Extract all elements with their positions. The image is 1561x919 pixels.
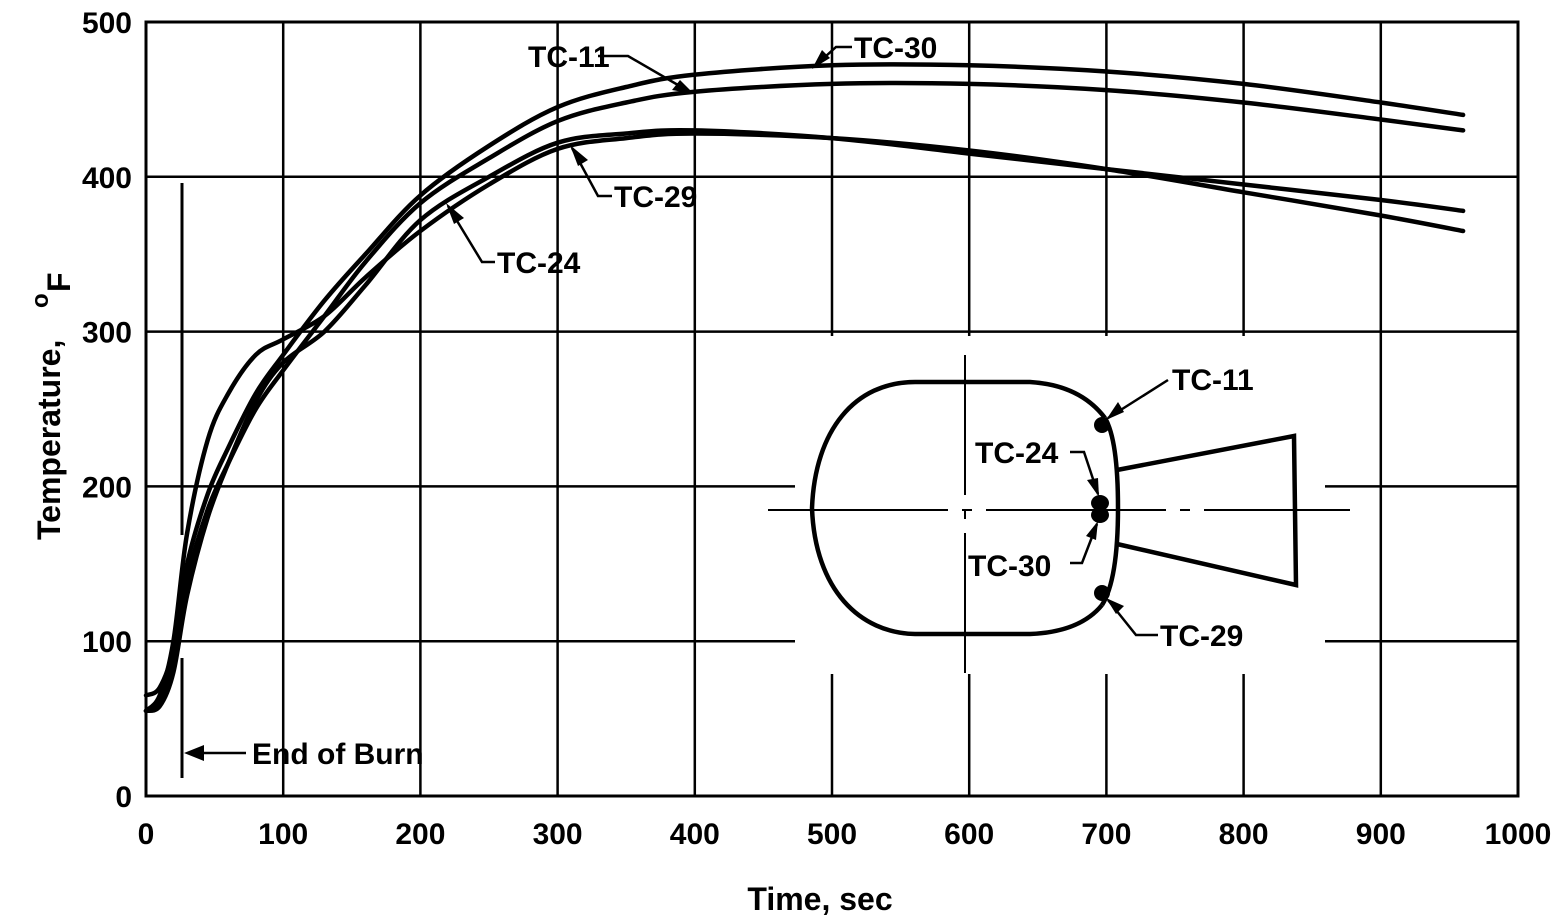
inset-background (795, 336, 1325, 674)
x-tick-label-500: 500 (807, 818, 857, 851)
inset-marker-tc30 (1091, 507, 1109, 523)
y-tick-label-500: 500 (82, 7, 132, 40)
y-tick-label-300: 300 (82, 317, 132, 350)
x-tick-label-200: 200 (395, 818, 445, 851)
curve-callouts: TC-11 TC-30 TC-29 TC-24 (446, 32, 937, 280)
x-tick-label-100: 100 (258, 818, 308, 851)
x-tick-label-300: 300 (533, 818, 583, 851)
x-tick-label-900: 900 (1356, 818, 1406, 851)
end-of-burn-arrow (184, 745, 204, 761)
inset-diagram: TC-11 TC-24 TC-30 TC-29 (768, 355, 1350, 676)
callout-leader-tc11 (598, 54, 691, 94)
inset-arrow-tc11 (1106, 402, 1124, 420)
y-tick-label-0: 0 (115, 781, 132, 814)
inset-marker-tc29 (1094, 585, 1110, 601)
x-tick-label-700: 700 (1081, 818, 1131, 851)
y-axis-title: Temperature, o F (27, 272, 77, 540)
tick-layer: 0 100 200 300 400 500 600 700 800 900 1000 0 100 200 3… (82, 7, 1551, 851)
end-of-burn-annotation: End of Burn (180, 183, 424, 778)
x-axis-title: Time, sec (747, 881, 892, 917)
inset-capsule-front (1100, 416, 1121, 607)
inset-arrow-tc30 (1086, 521, 1098, 540)
callout-arrow-tc11 (672, 80, 694, 94)
x-tick-label-400: 400 (670, 818, 720, 851)
end-of-burn-label: End of Burn (252, 738, 424, 771)
x-tick-label-1000: 1000 (1485, 818, 1552, 851)
inset-label-tc30: TC-30 (968, 550, 1051, 583)
y-tick-label-200: 200 (82, 471, 132, 504)
y-tick-label-400: 400 (82, 162, 132, 195)
series-layer (143, 62, 1466, 714)
series-line-tc29 (143, 131, 1466, 714)
x-tick-label-0: 0 (138, 818, 155, 851)
callout-arrow-tc30 (812, 50, 830, 69)
inset-marker-tc11 (1094, 417, 1110, 433)
inset-label-tc11: TC-11 (1172, 364, 1254, 397)
series-line-tc11 (143, 62, 1466, 698)
y-axis-title-super: o (27, 293, 54, 308)
inset-label-tc29: TC-29 (1160, 620, 1243, 653)
callout-label-tc30: TC-30 (854, 32, 937, 65)
y-tick-label-100: 100 (82, 626, 132, 659)
callout-label-tc11: TC-11 (528, 41, 610, 74)
callout-leader-tc24 (446, 205, 495, 264)
callout-arrow-tc29 (570, 145, 588, 166)
callout-label-tc29: TC-29 (614, 181, 697, 214)
inset-label-tc24: TC-24 (975, 437, 1059, 470)
series-line-tc30 (143, 80, 1466, 714)
x-tick-label-800: 800 (1219, 818, 1269, 851)
inset-marker-tc24 (1091, 495, 1109, 511)
inset-arrow-tc24 (1087, 478, 1099, 497)
y-axis-title-unit: F (41, 272, 77, 292)
callout-label-tc24: TC-24 (497, 247, 581, 280)
inset-arrow-tc29 (1106, 598, 1124, 614)
inset-capsule-outline (809, 379, 1107, 637)
x-tick-label-600: 600 (944, 818, 994, 851)
y-axis-title-main: Temperature, (31, 340, 67, 540)
callout-arrow-tc24 (446, 203, 464, 224)
